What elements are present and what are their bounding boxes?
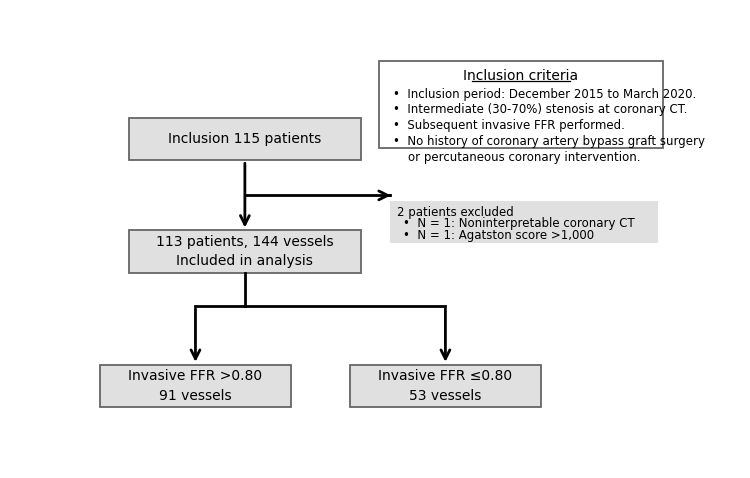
Bar: [390, 201, 658, 243]
Text: Inclusion 115 patients: Inclusion 115 patients: [168, 132, 322, 146]
Text: •  Inclusion period: December 2015 to March 2020.: • Inclusion period: December 2015 to Mar…: [392, 87, 696, 100]
Text: •  Intermediate (30-70%) stenosis at coronary CT.: • Intermediate (30-70%) stenosis at coro…: [392, 103, 687, 116]
Text: Invasive FFR >0.80
91 vessels: Invasive FFR >0.80 91 vessels: [128, 369, 262, 402]
Text: •  N = 1: Agatston score >1,000: • N = 1: Agatston score >1,000: [403, 229, 594, 242]
Bar: [129, 118, 362, 161]
Text: •  No history of coronary artery bypass graft surgery
    or percutaneous corona: • No history of coronary artery bypass g…: [392, 135, 704, 164]
Text: •  N = 1: Noninterpretable coronary CT: • N = 1: Noninterpretable coronary CT: [403, 217, 634, 230]
Bar: [350, 365, 542, 407]
Text: •  Subsequent invasive FFR performed.: • Subsequent invasive FFR performed.: [392, 119, 625, 132]
Bar: [379, 61, 663, 148]
Bar: [129, 230, 362, 272]
Text: Inclusion criteria: Inclusion criteria: [464, 69, 578, 83]
Text: 113 patients, 144 vessels
Included in analysis: 113 patients, 144 vessels Included in an…: [156, 235, 334, 268]
Text: 2 patients excluded: 2 patients excluded: [398, 206, 514, 219]
Text: Invasive FFR ≤0.80
53 vessels: Invasive FFR ≤0.80 53 vessels: [378, 369, 512, 402]
Bar: [100, 365, 291, 407]
